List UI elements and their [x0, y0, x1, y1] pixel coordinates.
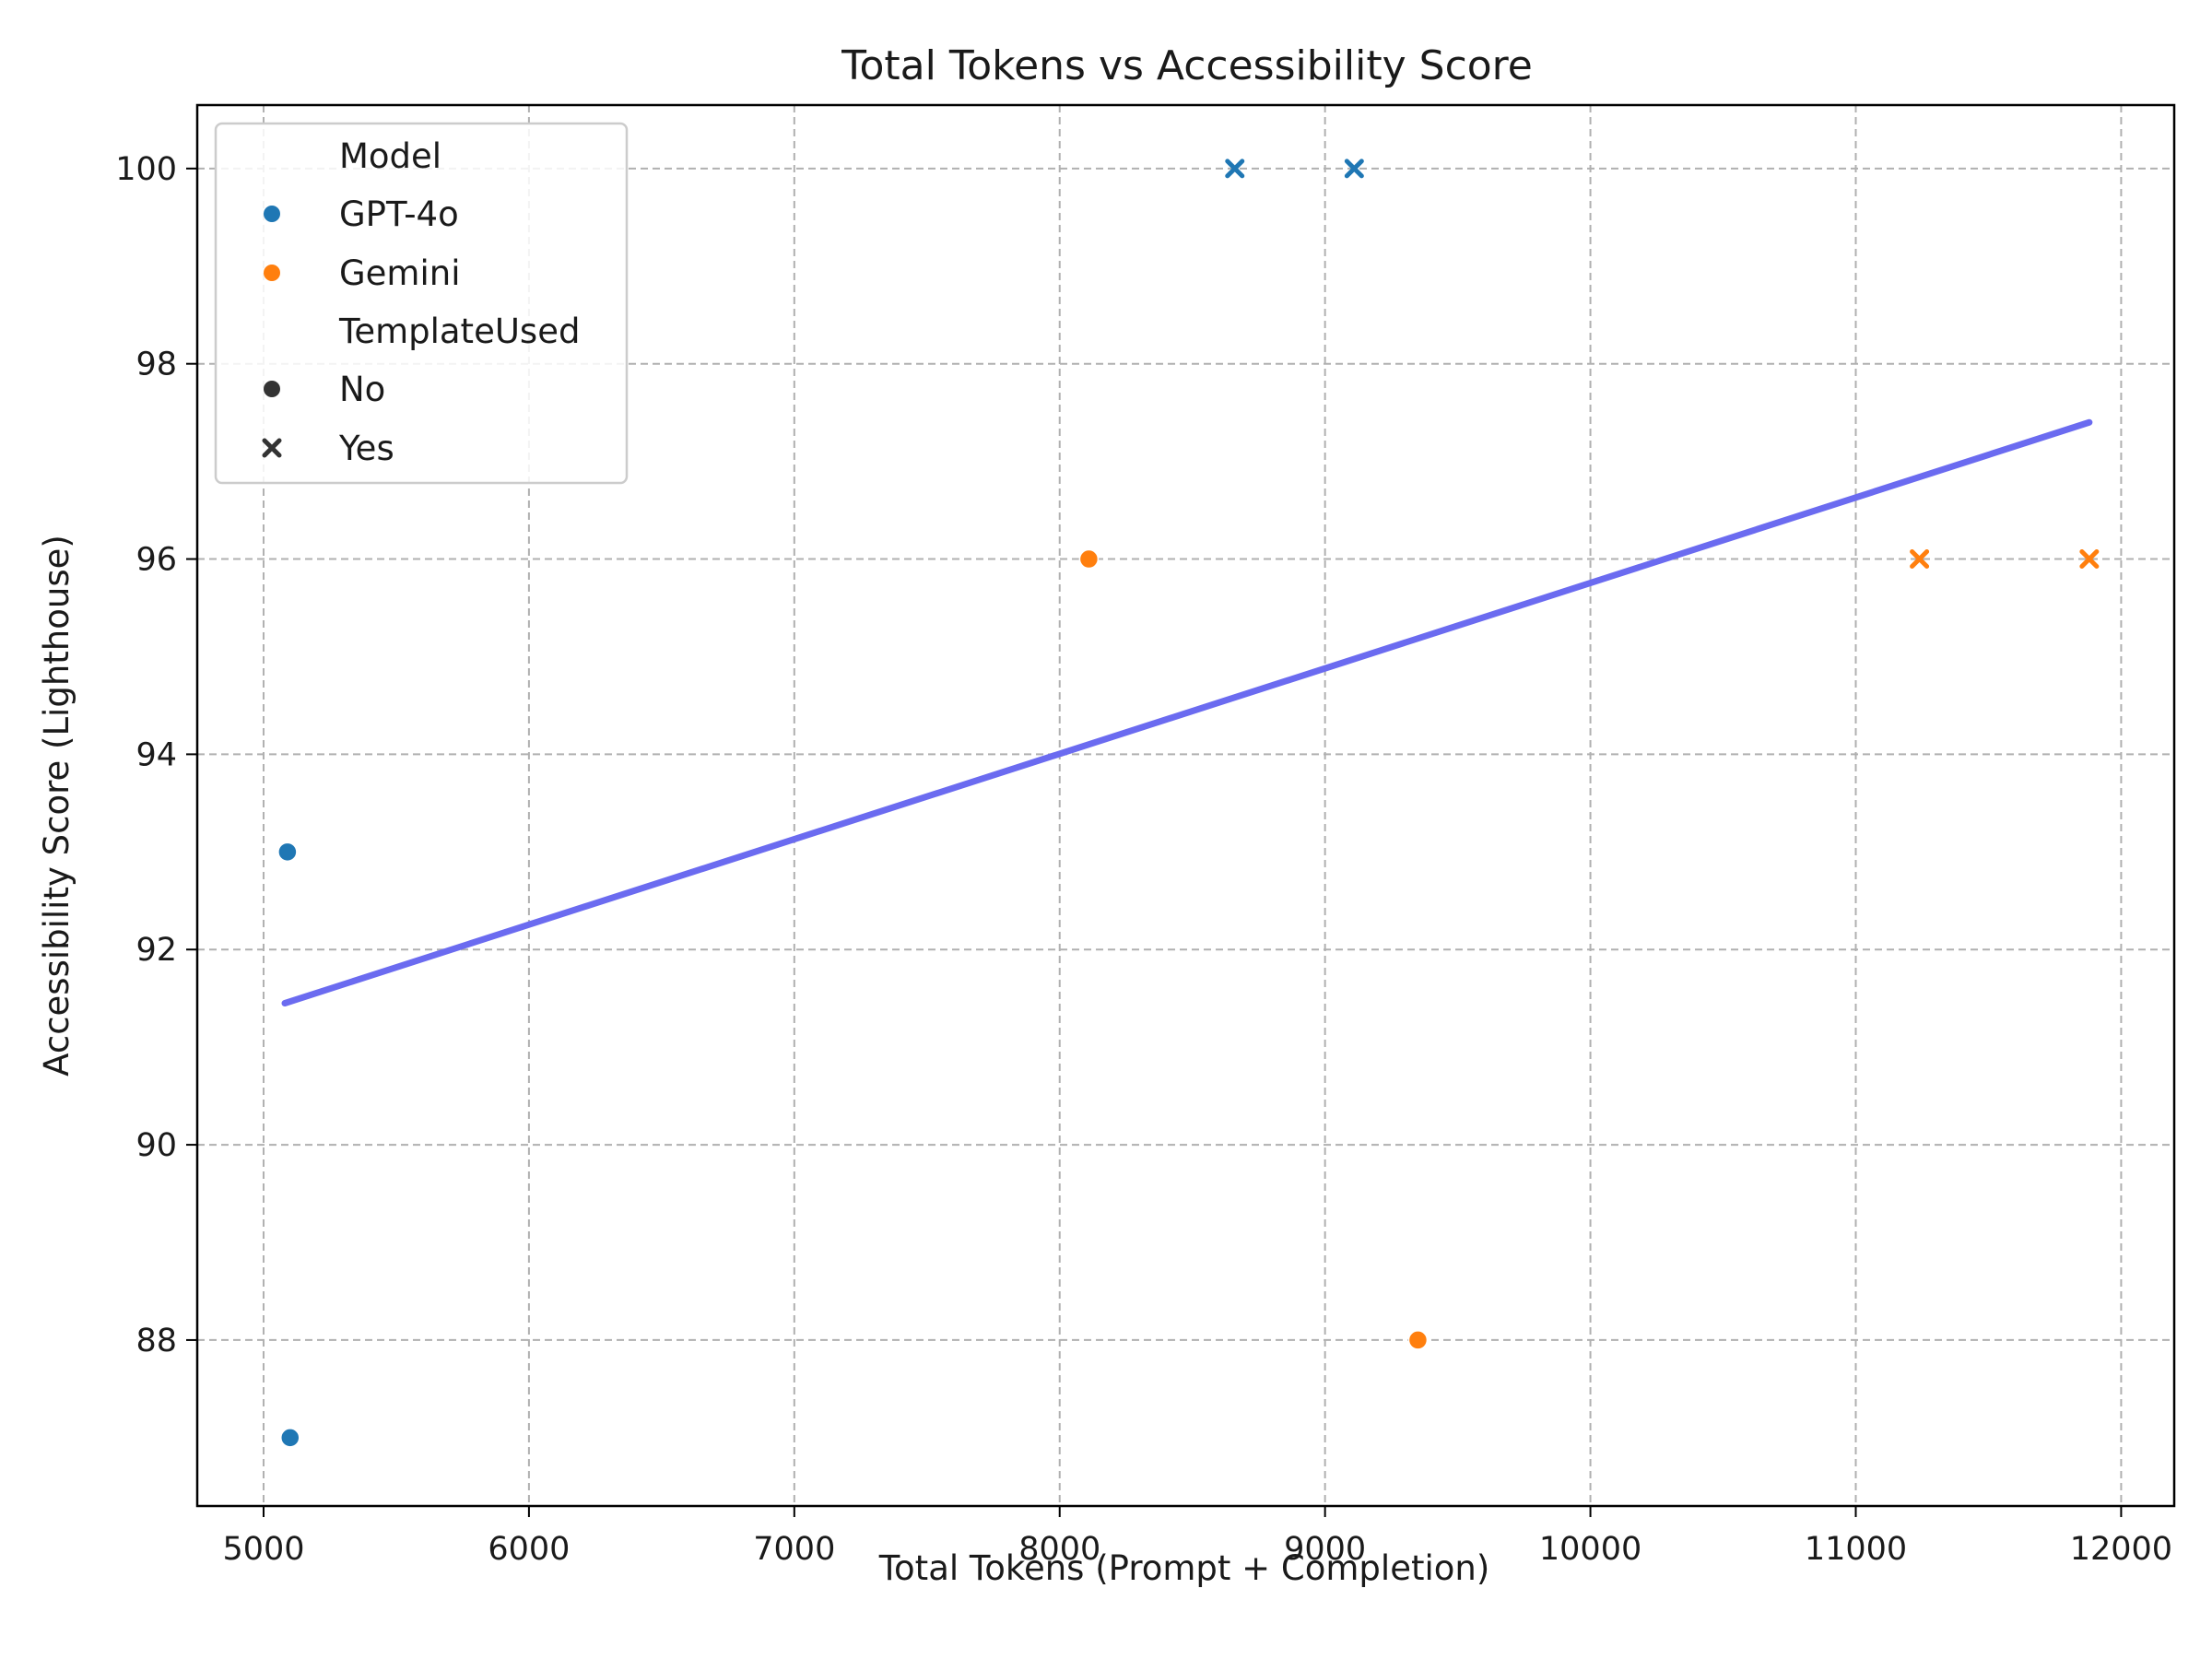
grid — [197, 105, 2174, 1506]
point-gpt4o-template-no — [277, 841, 298, 863]
legend: Model GPT-4o Gemini TemplateUsed No Yes — [214, 122, 629, 485]
x-tick-label: 6000 — [488, 1531, 570, 1568]
legend-label-gemini: Gemini — [339, 253, 461, 293]
y-tick-label: 94 — [135, 736, 177, 773]
trend-line-group — [281, 418, 2093, 1006]
point-gpt4o-template-yes — [1225, 159, 1245, 179]
x-tick-label: 12000 — [2070, 1531, 2172, 1568]
y-axis-label: Accessibility Score (Lighthouse) — [37, 535, 76, 1077]
legend-box — [214, 122, 629, 485]
point-gemini-template-yes — [2079, 549, 2100, 570]
legend-marker-gemini — [264, 265, 280, 281]
y-tick-label: 88 — [135, 1323, 177, 1359]
trend-line — [281, 418, 2093, 1006]
y-tick-label: 98 — [135, 347, 177, 383]
y-axis-ticks: 88 90 92 94 96 98 100 — [115, 151, 197, 1359]
legend-title-model: Model — [339, 136, 441, 176]
legend-label-no: No — [339, 370, 385, 409]
point-gemini-template-no — [1078, 548, 1100, 570]
chart-title: Total Tokens vs Accessibility Score — [841, 42, 1533, 89]
legend-label-gpt4o: GPT-4o — [339, 194, 459, 234]
legend-marker-yes — [262, 438, 282, 458]
legend-marker-gpt4o — [264, 206, 280, 222]
legend-title-template: TemplateUsed — [338, 312, 580, 351]
y-tick-label: 90 — [135, 1127, 177, 1164]
x-tick-label: 9000 — [1284, 1531, 1366, 1568]
legend-marker-no — [264, 381, 280, 397]
x-axis-label: Total Tokens (Prompt + Completion) — [878, 1548, 1490, 1588]
x-tick-label: 7000 — [753, 1531, 835, 1568]
point-gpt4o-template-no — [280, 1428, 300, 1448]
y-tick-label: 92 — [135, 932, 177, 969]
point-gpt4o-template-yes — [1344, 159, 1364, 179]
y-tick-label: 100 — [115, 151, 177, 188]
data-points — [277, 159, 2100, 1448]
x-tick-label: 8000 — [1018, 1531, 1100, 1568]
point-gemini-template-yes — [1910, 549, 1930, 570]
y-tick-label: 96 — [135, 542, 177, 579]
plot-frame — [195, 103, 2176, 1508]
x-tick-label: 11000 — [1805, 1531, 1907, 1568]
legend-label-yes: Yes — [338, 429, 394, 468]
x-axis-ticks: 5000 6000 7000 8000 9000 10000 11000 12000 — [222, 1506, 2172, 1568]
x-tick-label: 10000 — [1539, 1531, 1641, 1568]
x-tick-label: 5000 — [222, 1531, 304, 1568]
point-gemini-template-no — [1407, 1330, 1429, 1350]
